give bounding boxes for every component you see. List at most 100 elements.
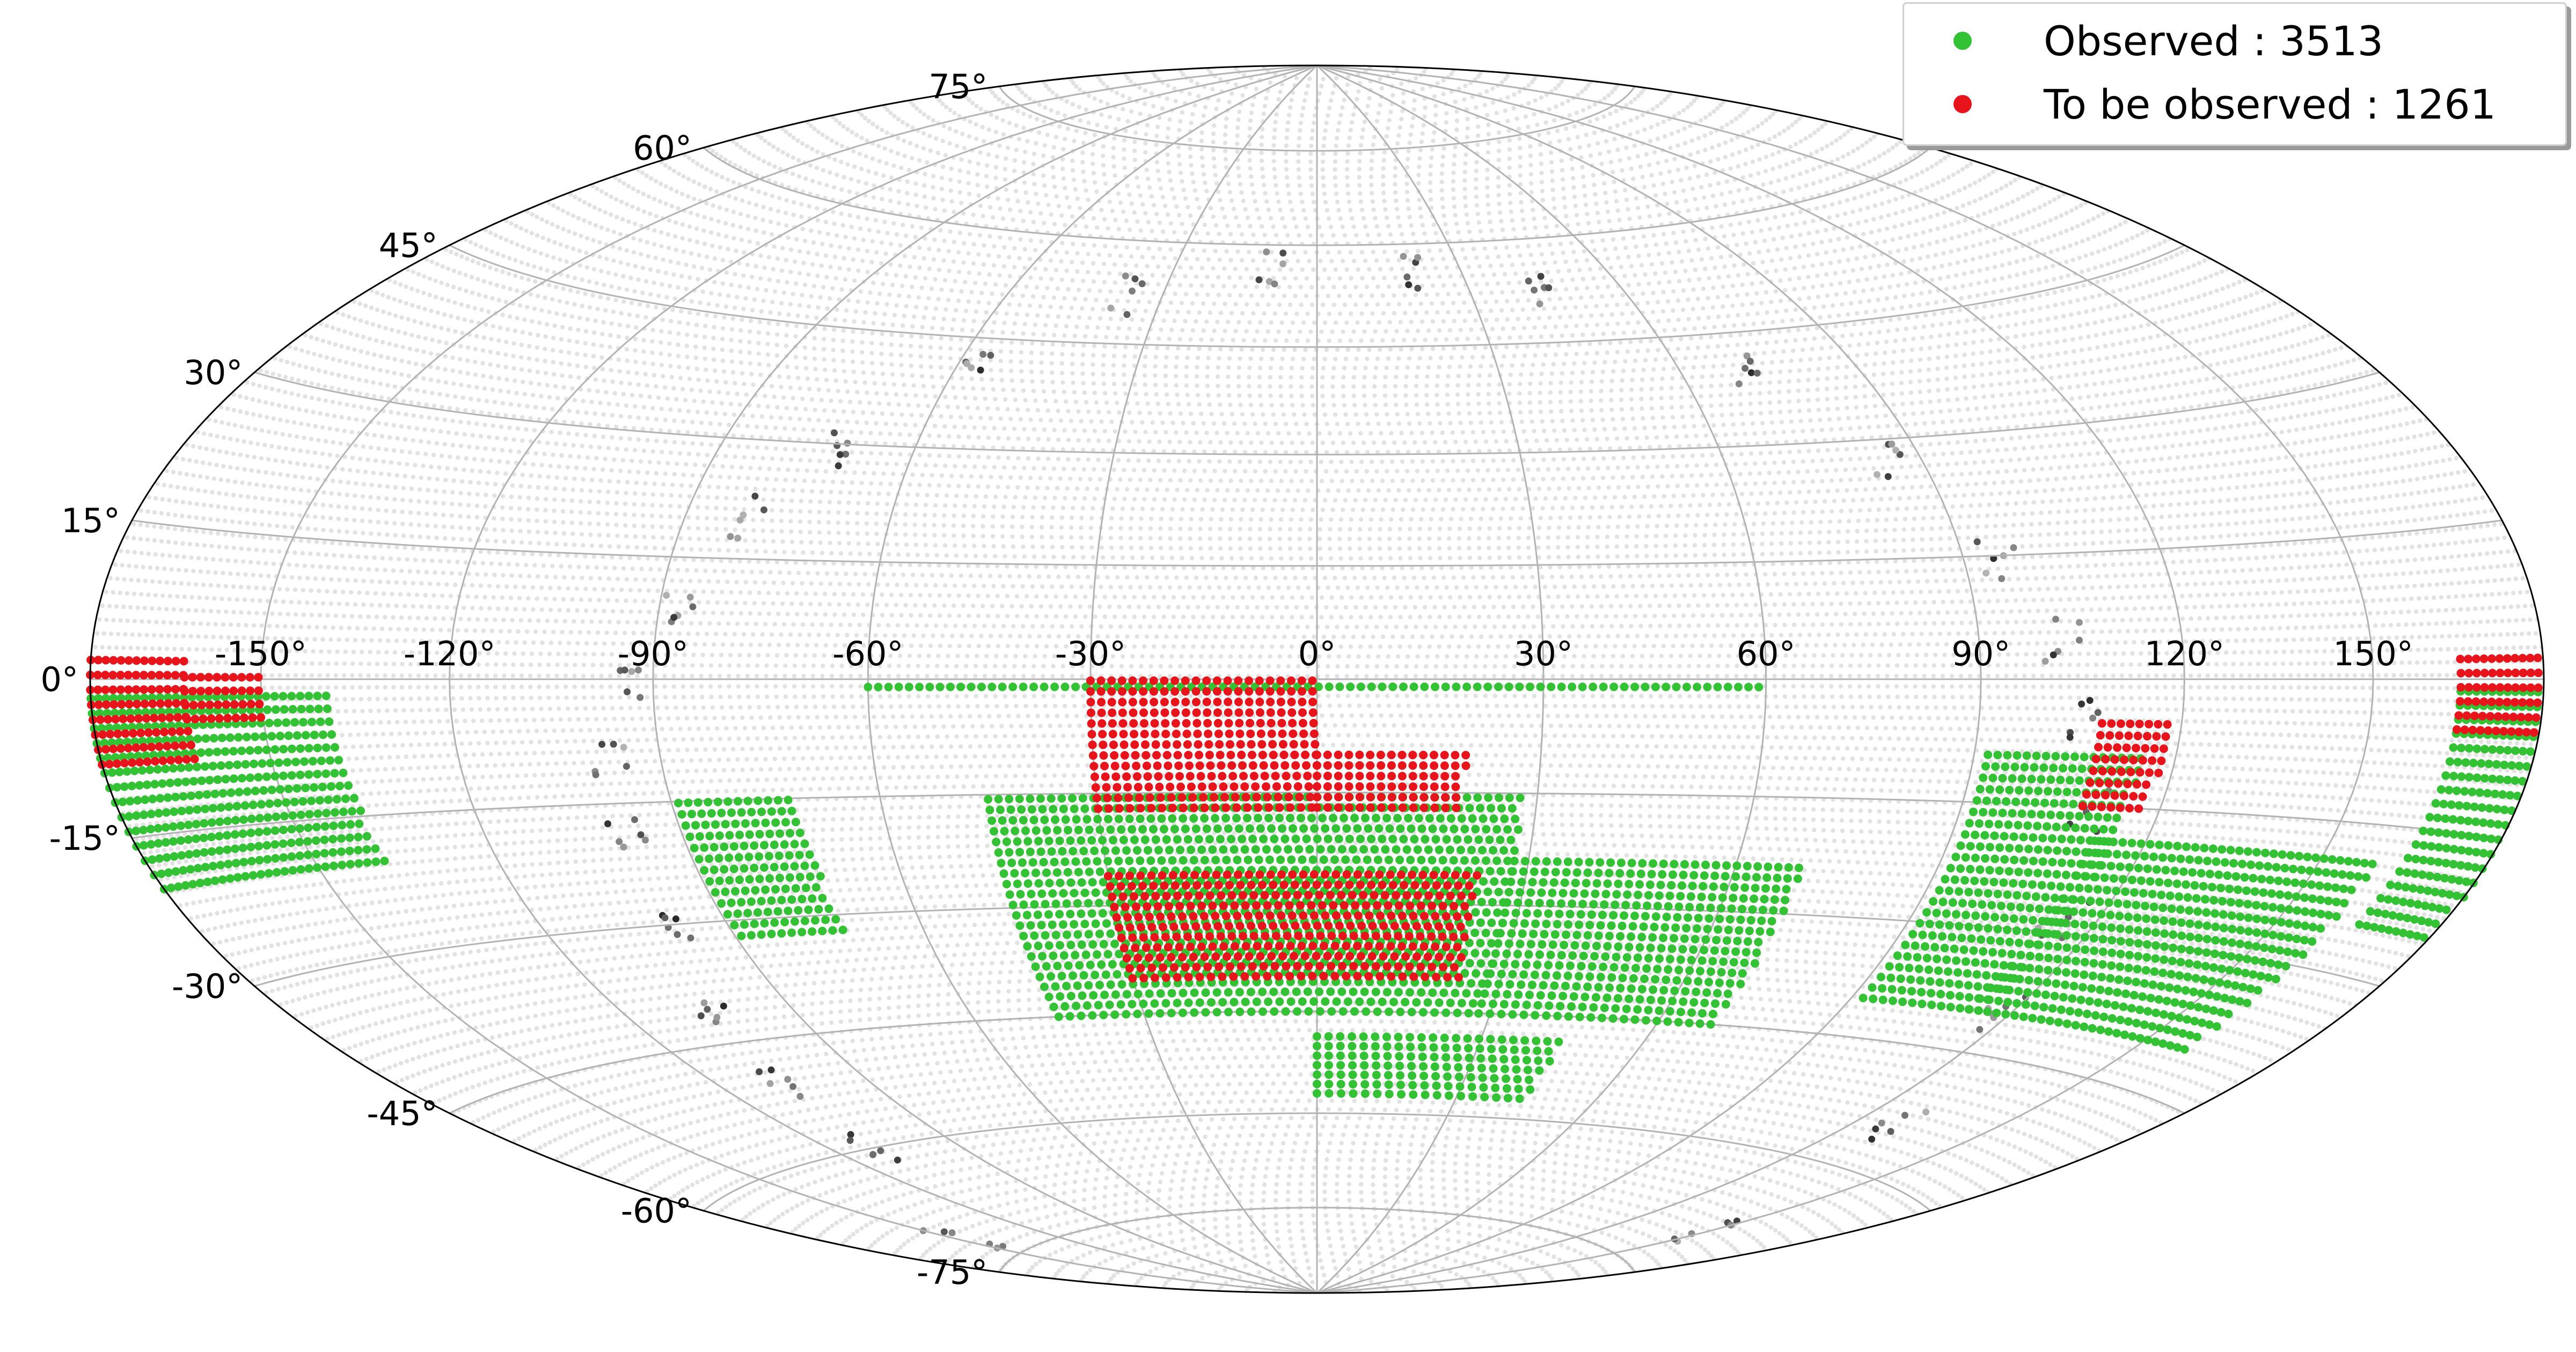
field-point — [968, 1187, 973, 1192]
field-point — [737, 987, 742, 992]
field-point — [1827, 1012, 1832, 1017]
field-point — [1959, 1173, 1964, 1178]
field-point — [1363, 1099, 1368, 1104]
field-point — [347, 1046, 352, 1050]
field-point — [1777, 1059, 1783, 1064]
field-point — [494, 995, 499, 1000]
field-point — [2020, 1049, 2025, 1054]
field-point — [1797, 1061, 1802, 1066]
field-point — [906, 994, 911, 999]
field-point — [797, 1223, 802, 1229]
field-point — [775, 1178, 781, 1183]
field-point — [723, 1167, 728, 1172]
field-point — [1782, 1070, 1787, 1075]
field-point — [1146, 1057, 1151, 1062]
field-point — [889, 1075, 894, 1080]
field-point — [1982, 1079, 1988, 1084]
field-point — [782, 1025, 787, 1030]
field-point — [1205, 1252, 1210, 1257]
field-point — [793, 1133, 798, 1138]
field-point — [540, 1000, 546, 1005]
field-point — [906, 1239, 911, 1244]
field-point — [1783, 1091, 1788, 1096]
field-point — [2082, 1049, 2087, 1054]
field-point — [1517, 1022, 1522, 1027]
field-point — [858, 1018, 862, 1023]
field-point — [696, 1201, 701, 1206]
field-point — [829, 1000, 834, 1005]
field-point — [1120, 1267, 1125, 1272]
field-point — [1890, 1195, 1895, 1200]
field-point — [1813, 1152, 1818, 1157]
field-point — [1273, 1198, 1278, 1203]
field-point — [758, 1105, 763, 1109]
field-point — [2044, 1041, 2048, 1046]
field-point — [1453, 1152, 1458, 1158]
field-point — [1575, 1144, 1580, 1150]
field-point — [1741, 1211, 1746, 1216]
field-point — [1652, 1174, 1657, 1180]
field-point — [1371, 1107, 1376, 1112]
field-point — [1155, 1075, 1160, 1080]
field-point — [1198, 1151, 1203, 1157]
field-point — [1042, 1034, 1046, 1039]
field-point — [800, 1185, 804, 1189]
field-point — [1496, 1022, 1501, 1026]
field-point — [1302, 1149, 1307, 1154]
field-point — [1304, 1081, 1309, 1086]
field-point — [928, 1032, 933, 1037]
field-point — [1919, 1128, 1924, 1133]
field-point — [1261, 1198, 1266, 1203]
field-point — [1371, 1191, 1376, 1195]
field-point — [1020, 959, 1025, 965]
field-point — [657, 1180, 662, 1185]
field-point — [1461, 1110, 1466, 1115]
field-point — [913, 1123, 918, 1128]
field-point — [1650, 1048, 1655, 1053]
field-point — [1240, 1019, 1245, 1024]
field-point — [493, 1048, 497, 1053]
field-point — [1369, 1261, 1374, 1266]
field-point — [958, 1030, 963, 1035]
field-point — [2043, 1123, 2048, 1128]
field-point — [1000, 960, 1005, 965]
field-point — [1477, 1233, 1482, 1238]
field-point — [1824, 991, 1829, 996]
field-point — [1916, 1189, 1921, 1194]
field-point — [1445, 1229, 1450, 1233]
field-point — [1026, 1054, 1031, 1059]
field-point — [1006, 1103, 1011, 1107]
field-point — [1892, 1148, 1897, 1152]
field-point — [1146, 1255, 1151, 1261]
field-point — [1087, 1250, 1093, 1255]
field-point — [1829, 1184, 1834, 1189]
field-point — [640, 997, 645, 1003]
field-point — [1301, 1236, 1306, 1241]
field-point — [1329, 1028, 1334, 1033]
field-point — [2083, 1091, 2089, 1096]
field-point — [1027, 1082, 1033, 1087]
field-point — [737, 1196, 742, 1201]
field-point — [1174, 1047, 1179, 1053]
field-point — [544, 1037, 548, 1042]
field-point — [1445, 1246, 1451, 1252]
field-point — [815, 1106, 819, 1111]
field-point — [2233, 1046, 2238, 1050]
field-point — [1226, 1240, 1231, 1245]
field-point — [685, 1185, 690, 1190]
field-point — [522, 1115, 528, 1120]
field-point — [1054, 1271, 1059, 1276]
field-point — [777, 1137, 782, 1142]
field-point — [1619, 1046, 1624, 1050]
field-point — [976, 1086, 981, 1091]
field-point — [1351, 1229, 1356, 1234]
field-point — [1419, 1100, 1424, 1105]
field-point — [559, 1102, 564, 1107]
field-point — [2274, 1043, 2280, 1048]
field-point — [640, 1020, 645, 1025]
field-point — [805, 1217, 810, 1223]
field-point — [1185, 1256, 1190, 1261]
field-point — [1654, 1222, 1659, 1227]
field-point — [1895, 1075, 1900, 1079]
field-point — [848, 1169, 854, 1174]
